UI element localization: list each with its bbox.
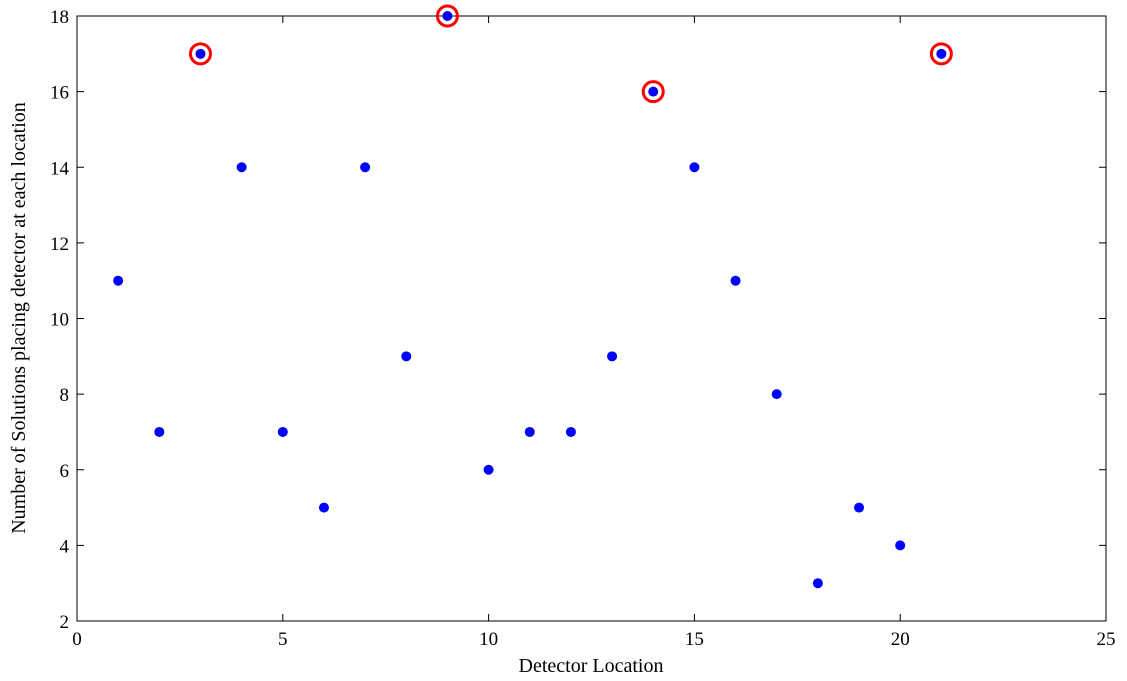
highlight-circles bbox=[188, 4, 953, 104]
y-tick-label: 12 bbox=[50, 234, 69, 255]
y-tick-label: 14 bbox=[50, 158, 70, 179]
data-point bbox=[318, 502, 329, 513]
data-points bbox=[113, 11, 947, 589]
x-tick-label: 5 bbox=[278, 629, 288, 650]
y-tick-label: 16 bbox=[50, 83, 69, 104]
highlight-circle bbox=[188, 42, 212, 66]
data-point bbox=[154, 426, 165, 437]
data-point bbox=[812, 578, 823, 589]
y-tick-label: 8 bbox=[60, 385, 70, 406]
data-point bbox=[689, 162, 700, 173]
x-tick-label: 25 bbox=[1097, 629, 1116, 650]
x-tick-label: 10 bbox=[479, 629, 498, 650]
x-axis-label: Detector Location bbox=[519, 655, 664, 677]
y-tick-label: 6 bbox=[60, 461, 70, 482]
data-point bbox=[195, 48, 206, 59]
data-point bbox=[236, 162, 247, 173]
data-point bbox=[730, 275, 741, 286]
data-point bbox=[401, 351, 412, 362]
data-point bbox=[483, 464, 494, 475]
data-point bbox=[607, 351, 618, 362]
data-point bbox=[648, 86, 659, 97]
data-point bbox=[565, 426, 576, 437]
y-axis-label: Number of Solutions placing detector at … bbox=[8, 102, 30, 534]
y-tick-labels: 2 4 6 8 10 12 14 16 18 bbox=[50, 7, 70, 633]
x-tick-label: 15 bbox=[685, 629, 704, 650]
data-point bbox=[854, 502, 865, 513]
y-tick-label: 4 bbox=[60, 536, 70, 557]
data-point bbox=[277, 426, 288, 437]
highlight-circle bbox=[641, 80, 665, 104]
x-tick-label: 20 bbox=[891, 629, 910, 650]
y-tick-label: 2 bbox=[60, 612, 70, 633]
highlight-circle bbox=[435, 4, 459, 28]
plot-frame bbox=[76, 15, 1107, 622]
y-tick-label: 18 bbox=[50, 7, 69, 28]
highlight-circle bbox=[929, 42, 953, 66]
data-point bbox=[895, 540, 906, 551]
x-tick-label: 0 bbox=[72, 629, 82, 650]
data-point bbox=[113, 275, 124, 286]
y-tick-label: 10 bbox=[50, 310, 69, 331]
data-point bbox=[442, 11, 453, 21]
data-point bbox=[360, 162, 371, 173]
axis-ticks bbox=[76, 15, 1107, 622]
data-point bbox=[771, 389, 782, 400]
x-tick-labels: 0 5 10 15 20 25 bbox=[72, 629, 1115, 650]
data-point bbox=[936, 48, 947, 59]
data-point bbox=[524, 426, 535, 437]
